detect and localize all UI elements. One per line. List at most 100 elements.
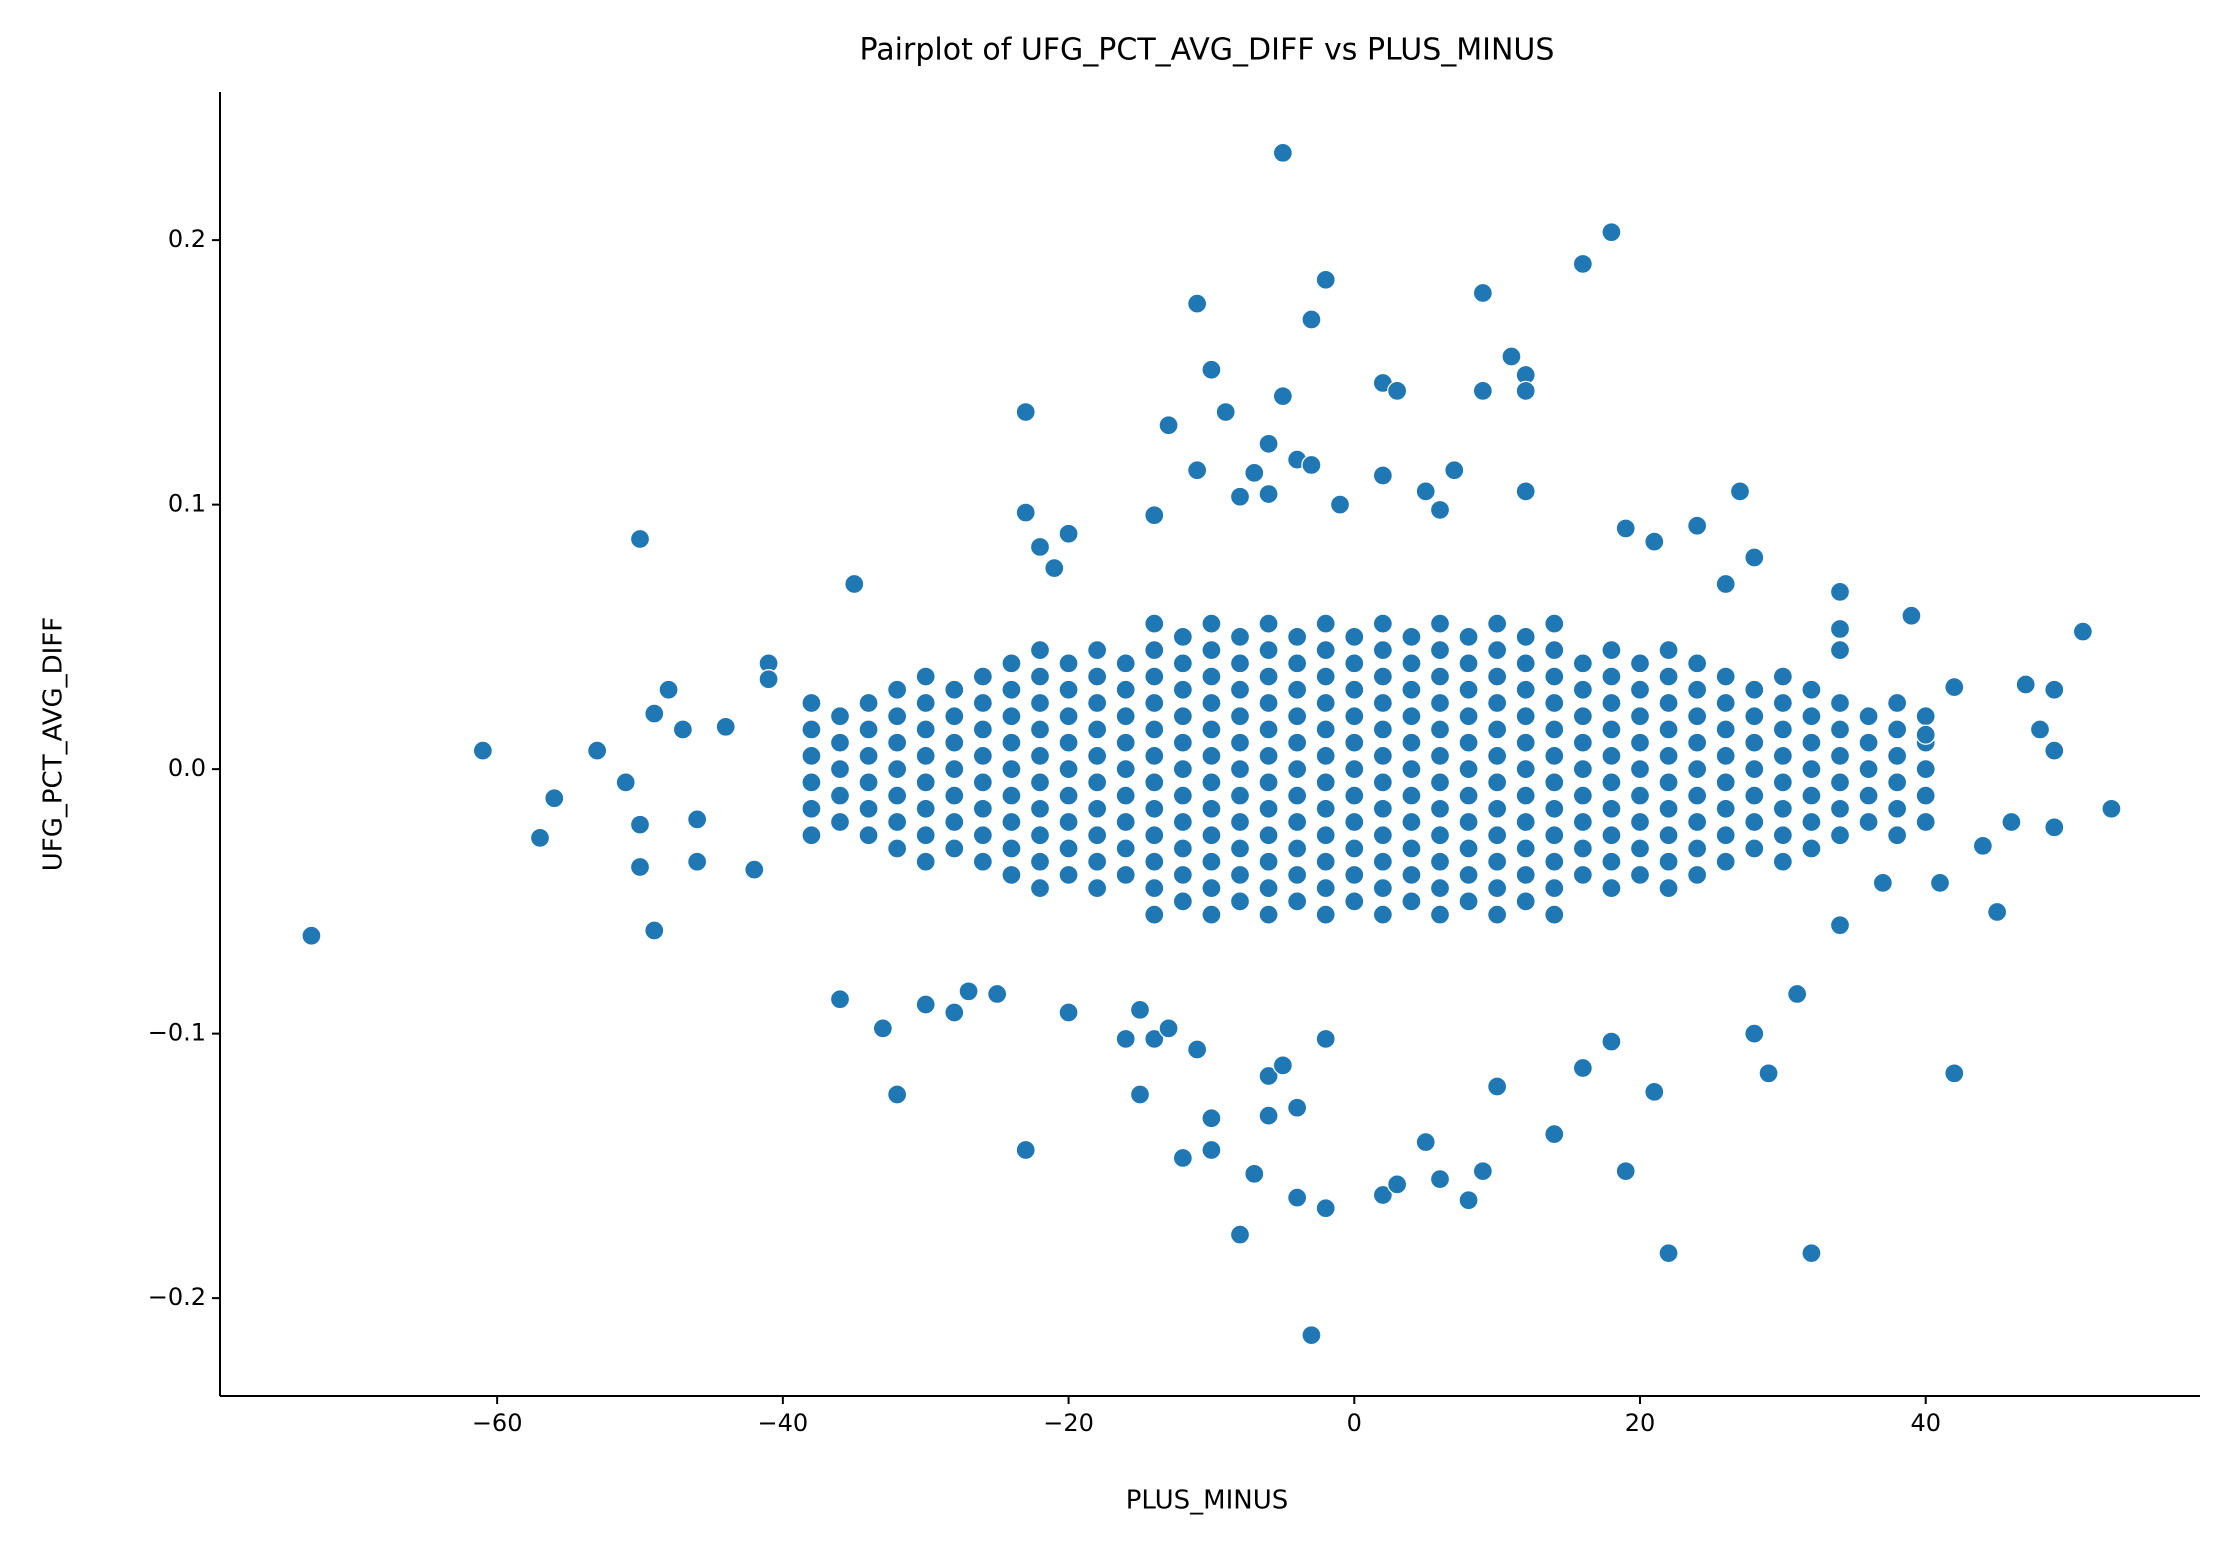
scatter-point <box>1144 878 1165 899</box>
scatter-point <box>1915 811 1936 833</box>
plot-area <box>301 142 2122 1346</box>
scatter-point <box>1201 666 1222 687</box>
scatter-point <box>1601 222 1622 243</box>
scatter-point <box>1486 613 1508 634</box>
scatter-point <box>1686 811 1708 833</box>
scatter-point <box>1801 758 1822 780</box>
scatter-point <box>1144 719 1165 740</box>
scatter-point <box>1786 983 1808 1005</box>
scatter-point <box>1715 573 1736 595</box>
scatter-point <box>829 706 851 727</box>
scatter-point <box>1729 481 1751 502</box>
scatter-point <box>1229 811 1251 833</box>
scatter-point <box>1401 838 1422 859</box>
scatter-point <box>1715 719 1736 740</box>
scatter-point <box>1144 1028 1165 1050</box>
scatter-point <box>1429 666 1451 687</box>
scatter-point <box>1144 851 1165 872</box>
scatter-point <box>1601 745 1622 767</box>
scatter-point <box>1544 798 1565 819</box>
scatter-point <box>1015 1139 1036 1161</box>
scatter-point <box>1172 785 1194 806</box>
scatter-point <box>2101 798 2122 819</box>
scatter-point <box>1058 785 1079 806</box>
scatter-point <box>829 989 851 1010</box>
scatter-point <box>1801 838 1822 859</box>
scatter-point <box>1229 626 1251 648</box>
scatter-point <box>1715 666 1736 687</box>
scatter-point <box>1401 626 1422 648</box>
scatter-point <box>1258 719 1279 740</box>
scatter-point <box>1086 692 1108 714</box>
scatter-point <box>1744 706 1765 727</box>
scatter-point <box>1515 653 1536 674</box>
scatter-point <box>1258 772 1279 793</box>
scatter-point <box>1315 269 1336 290</box>
scatter-point <box>1315 772 1336 793</box>
scatter-point <box>1144 613 1165 634</box>
scatter-point <box>1272 142 1294 163</box>
scatter-point <box>1486 825 1508 846</box>
scatter-point <box>686 851 708 872</box>
scatter-point <box>1372 692 1394 714</box>
scatter-point <box>1772 719 1794 740</box>
scatter-point <box>1744 838 1765 859</box>
scatter-point <box>1029 666 1051 687</box>
scatter-point <box>915 798 936 819</box>
scatter-point <box>1572 706 1594 727</box>
scatter-point <box>858 719 879 740</box>
scatter-point <box>1686 706 1708 727</box>
scatter-point <box>1544 745 1565 767</box>
scatter-point <box>1086 745 1108 767</box>
scatter-point <box>1258 433 1279 454</box>
scatter-point <box>1829 745 1851 767</box>
scatter-point <box>1544 639 1565 661</box>
scatter-point <box>1115 679 1136 700</box>
scatter-point <box>1486 692 1508 714</box>
scatter-point <box>1429 639 1451 661</box>
scatter-point <box>1344 785 1365 806</box>
scatter-point <box>1615 518 1636 539</box>
scatter-point <box>1286 653 1308 674</box>
scatter-point <box>1272 1055 1294 1076</box>
scatter-point <box>1572 679 1594 700</box>
scatter-point <box>1172 653 1194 674</box>
scatter-point <box>1401 706 1422 727</box>
scatter-point <box>744 859 765 880</box>
scatter-point <box>1344 653 1365 674</box>
scatter-point <box>1829 692 1851 714</box>
scatter-point <box>1515 785 1536 806</box>
scatter-point <box>672 719 694 740</box>
scatter-point <box>915 825 936 846</box>
scatter-point <box>1001 838 1022 859</box>
scatter-point <box>1372 719 1394 740</box>
scatter-point <box>844 573 865 595</box>
scatter-point <box>1744 758 1765 780</box>
scatter-point <box>1229 706 1251 727</box>
scatter-point <box>1801 706 1822 727</box>
scatter-point <box>1572 811 1594 833</box>
scatter-point <box>1658 639 1679 661</box>
scatter-point <box>1572 1057 1594 1079</box>
scatter-point <box>1244 1163 1265 1184</box>
scatter-point <box>944 679 965 700</box>
scatter-point <box>1415 481 1436 502</box>
scatter-point <box>1286 891 1308 912</box>
scatter-point <box>1601 772 1622 793</box>
scatter-point <box>1515 626 1536 648</box>
scatter-point <box>1544 613 1565 634</box>
scatter-point <box>1601 719 1622 740</box>
scatter-point <box>1315 745 1336 767</box>
scatter-point <box>1344 811 1365 833</box>
scatter-point <box>1572 785 1594 806</box>
scatter-point <box>1115 864 1136 886</box>
scatter-point <box>915 772 936 793</box>
scatter-point <box>1401 785 1422 806</box>
scatter-point <box>1301 309 1322 330</box>
scatter-point <box>1215 401 1236 423</box>
scatter-point <box>1058 679 1079 700</box>
scatter-point <box>1986 901 2008 923</box>
scatter-point <box>1858 785 1879 806</box>
scatter-point <box>1086 825 1108 846</box>
